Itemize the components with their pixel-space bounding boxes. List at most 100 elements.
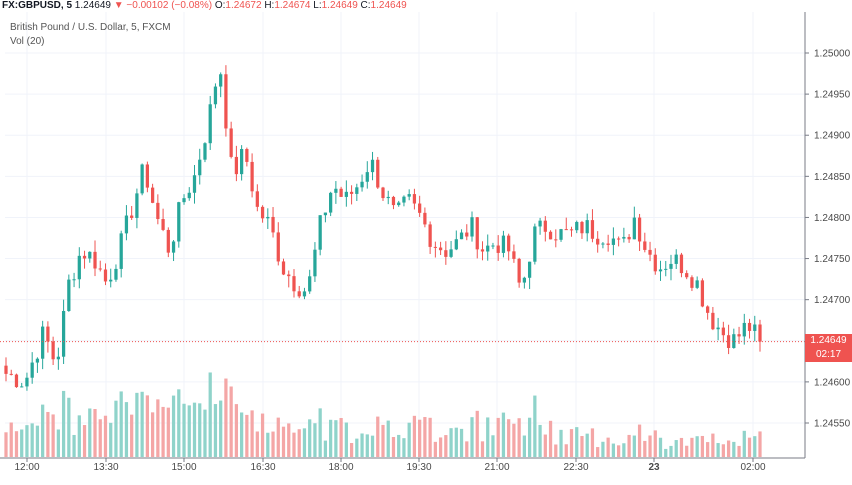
candle xyxy=(292,269,296,298)
candle xyxy=(674,249,678,270)
volume-bar xyxy=(292,432,296,457)
volume-bar xyxy=(449,428,453,457)
volume-bar xyxy=(617,445,621,457)
candle xyxy=(250,153,254,198)
volume-bar xyxy=(548,420,553,457)
volume-bar xyxy=(517,418,521,457)
volume-bar xyxy=(302,428,307,457)
price-tick-label: 1.24850 xyxy=(814,172,851,183)
candle xyxy=(685,270,689,280)
candle xyxy=(166,227,170,258)
candle xyxy=(501,230,506,258)
volume-bar xyxy=(386,420,390,457)
change-arrow-icon: ▼ xyxy=(113,0,124,11)
candle xyxy=(737,326,741,344)
price-tick-label: 1.24550 xyxy=(814,419,851,430)
candle xyxy=(527,261,532,290)
candle xyxy=(454,230,458,251)
volume-bar xyxy=(601,441,605,457)
candle xyxy=(349,185,354,205)
volume-bar xyxy=(156,399,160,457)
candle xyxy=(103,263,108,286)
volume-bar xyxy=(486,417,490,457)
volume-bar xyxy=(145,395,149,457)
volume-bar xyxy=(527,417,532,457)
volume-bar xyxy=(171,395,176,457)
candle xyxy=(423,207,427,228)
volume-bar xyxy=(554,444,558,457)
volume-bar xyxy=(56,429,60,457)
candle xyxy=(706,305,710,320)
candle xyxy=(192,165,197,204)
price-tick-label: 1.24700 xyxy=(814,295,851,306)
candle xyxy=(229,121,233,159)
candle xyxy=(88,251,92,263)
candle xyxy=(360,174,364,192)
volume-bar xyxy=(412,415,417,457)
candle xyxy=(627,234,631,243)
volume-bar xyxy=(20,429,24,457)
candle xyxy=(711,306,715,331)
volume-bar xyxy=(334,420,338,457)
price-tick-label: 1.24800 xyxy=(814,213,851,224)
price-axis[interactable]: 1.25000 1.24950 1.24900 1.24850 1.24800 1.247… xyxy=(805,49,851,430)
low-label: L: xyxy=(313,0,322,11)
change-value: −0.00102 (−0.08%) xyxy=(126,0,213,11)
time-axis[interactable]: 12:00 13:30 15:00 16:30 18:00 19:30 21:00 22:30… xyxy=(14,458,766,473)
candle xyxy=(643,232,647,253)
candle xyxy=(700,278,705,308)
candle xyxy=(486,234,490,261)
volume-bar xyxy=(737,445,741,457)
time-tick-label: 18:00 xyxy=(328,462,353,473)
volume-bar xyxy=(323,440,328,457)
candle xyxy=(260,205,265,223)
candle xyxy=(297,285,301,299)
volume-bar xyxy=(313,423,317,457)
volume-bar xyxy=(61,390,66,457)
symbol-label: FX:GBPUSD, 5 xyxy=(2,0,73,11)
candle xyxy=(449,240,453,259)
volume-bar xyxy=(538,424,542,457)
candle xyxy=(753,315,757,342)
candle xyxy=(622,227,626,243)
volume-bar xyxy=(496,417,500,457)
candle xyxy=(533,223,537,265)
candle xyxy=(559,228,563,242)
volume-bar xyxy=(234,404,239,457)
volume-bar xyxy=(758,431,762,457)
volume-bar xyxy=(103,415,108,457)
candle xyxy=(653,248,657,275)
volume-bar xyxy=(93,409,97,457)
candle xyxy=(632,206,636,240)
volume-bar xyxy=(721,444,725,457)
volume-bar xyxy=(46,411,50,457)
volume-bar xyxy=(276,417,280,457)
volume-bar xyxy=(119,391,123,457)
candle xyxy=(742,313,746,345)
candle xyxy=(72,272,76,288)
candle xyxy=(438,241,443,256)
volume-bar xyxy=(501,412,506,457)
volume-bar xyxy=(308,419,312,457)
candle xyxy=(145,161,149,193)
candle xyxy=(67,274,71,312)
candle xyxy=(35,357,40,373)
candle xyxy=(601,242,605,249)
candle xyxy=(339,186,343,197)
volume-bar xyxy=(632,435,636,457)
volume-bar xyxy=(88,408,92,457)
candles xyxy=(4,65,762,391)
candle xyxy=(726,324,731,355)
candle xyxy=(648,241,652,262)
volume-bar xyxy=(470,417,474,457)
candle xyxy=(664,260,668,277)
candle xyxy=(130,205,134,221)
volume-bar xyxy=(690,437,694,457)
candle xyxy=(496,235,500,261)
volume-bar xyxy=(622,443,626,457)
volume-bar xyxy=(25,425,29,457)
candle xyxy=(124,205,129,241)
volume-bar xyxy=(695,436,699,457)
time-tick-label: 22:30 xyxy=(563,462,588,473)
